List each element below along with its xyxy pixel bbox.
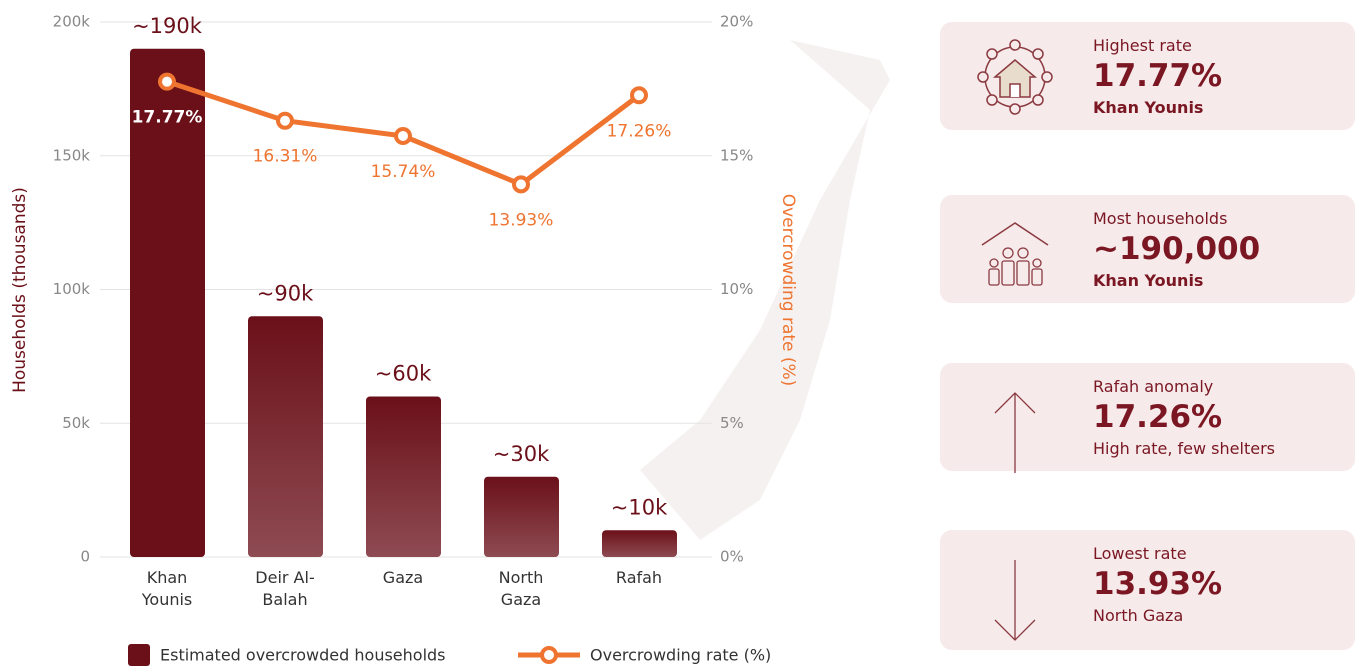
line-point bbox=[394, 126, 412, 145]
x-tick-label: Khan Younis bbox=[141, 568, 193, 609]
x-tick-label: North Gaza bbox=[498, 568, 544, 609]
icon bbox=[977, 39, 1053, 115]
line-value-label: 16.31% bbox=[253, 147, 318, 167]
y2-tick-label: 10% bbox=[720, 280, 753, 298]
y2-tick-label: 20% bbox=[720, 13, 753, 31]
line-point bbox=[158, 72, 176, 91]
card: Most households ~190,000 Khan Younis bbox=[940, 195, 1355, 303]
card-label: Lowest rate bbox=[1093, 544, 1187, 563]
map-shape bbox=[640, 40, 890, 540]
bar bbox=[130, 48, 205, 557]
y-tick-label: 200k bbox=[53, 13, 91, 31]
x-tick-label: Gaza bbox=[382, 568, 424, 587]
card-value: 17.26% bbox=[1093, 399, 1223, 435]
bar-value-label: ~60k bbox=[375, 362, 432, 386]
card: Highest rate 17.77% Khan Younis bbox=[940, 22, 1355, 130]
bar-value-label: ~190k bbox=[132, 14, 203, 38]
x-tick-label: Rafah bbox=[615, 568, 663, 587]
y-tick-label: 50k bbox=[62, 414, 90, 432]
legend-swatch bbox=[128, 644, 150, 666]
line-point bbox=[276, 111, 294, 130]
bar bbox=[366, 396, 441, 557]
bar bbox=[602, 530, 677, 557]
y2-axis-title: Overcrowding rate (%) bbox=[778, 194, 798, 387]
icon bbox=[981, 222, 1049, 286]
y2-tick-label: 5% bbox=[720, 414, 744, 432]
card-label: Most households bbox=[1093, 209, 1228, 228]
line-value-label: 13.93% bbox=[489, 210, 554, 230]
line-value-label: 15.74% bbox=[371, 162, 436, 182]
card-note: High rate, few shelters bbox=[1093, 439, 1275, 458]
x-tick-label: Deir Al-Balah bbox=[255, 568, 315, 609]
line-value-label: 17.77% bbox=[132, 108, 203, 128]
icon bbox=[994, 392, 1036, 473]
card-note: Khan Younis bbox=[1093, 98, 1204, 117]
card-note: Khan Younis bbox=[1093, 271, 1204, 290]
card-value: ~190,000 bbox=[1093, 231, 1261, 267]
bar bbox=[248, 316, 323, 557]
line-point bbox=[512, 175, 530, 194]
y2-tick-label: 15% bbox=[720, 146, 753, 164]
legend-label: Estimated overcrowded households bbox=[160, 646, 446, 665]
card-value: 13.93% bbox=[1093, 566, 1223, 602]
line-value-label: 17.26% bbox=[607, 121, 672, 141]
line-point bbox=[630, 86, 648, 105]
y-axis-title: Households (thousands) bbox=[10, 187, 30, 393]
card-label: Highest rate bbox=[1093, 36, 1192, 55]
card: Lowest rate 13.93% North Gaza bbox=[940, 530, 1355, 650]
card-value: 17.77% bbox=[1093, 58, 1223, 94]
legend-label: Overcrowding rate (%) bbox=[590, 646, 771, 665]
y2-tick-label: 0% bbox=[720, 548, 744, 566]
y-tick-label: 150k bbox=[53, 146, 91, 164]
bar-value-label: ~90k bbox=[257, 281, 314, 305]
bar-value-label: ~30k bbox=[493, 442, 550, 466]
card-label: Rafah anomaly bbox=[1093, 377, 1214, 396]
card-note: North Gaza bbox=[1093, 606, 1184, 625]
card: Rafah anomaly 17.26% High rate, few shel… bbox=[940, 363, 1355, 473]
bar-value-label: ~10k bbox=[611, 495, 668, 519]
y-tick-label: 0 bbox=[80, 548, 90, 566]
bar bbox=[484, 476, 559, 557]
legend-swatch bbox=[540, 646, 558, 664]
icon bbox=[994, 560, 1036, 641]
y-tick-label: 100k bbox=[53, 280, 91, 298]
